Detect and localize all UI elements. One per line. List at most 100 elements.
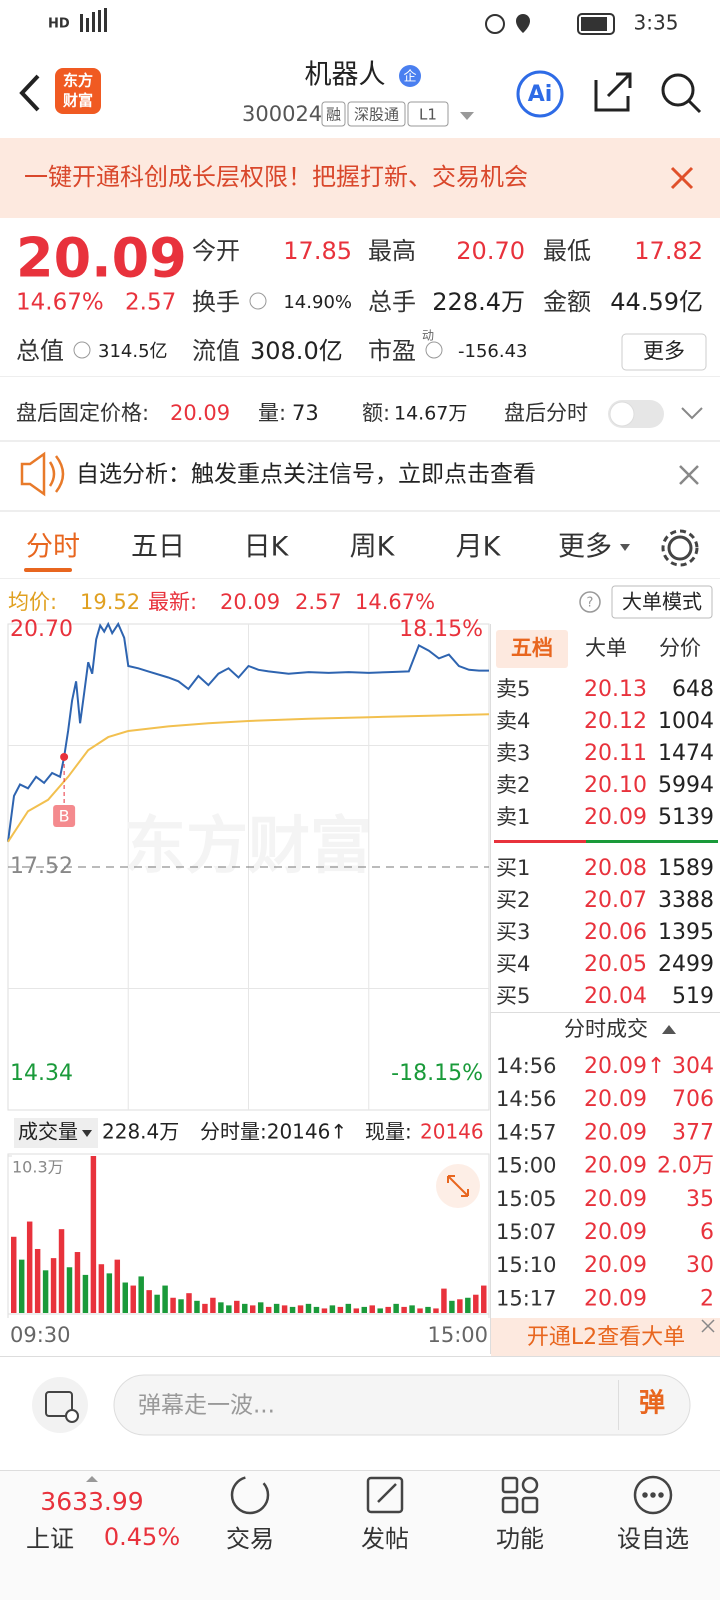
nav-item[interactable]: 发帖 xyxy=(361,1525,409,1553)
volume-bar xyxy=(329,1305,336,1313)
index-value[interactable]: 3633.99 xyxy=(40,1487,143,1516)
volume-bar xyxy=(162,1285,168,1313)
dropdown-arrow[interactable] xyxy=(460,112,474,120)
chart-tab[interactable]: 更多 xyxy=(558,532,612,563)
after-hours-toggle[interactable] xyxy=(608,400,664,428)
volume-bar xyxy=(50,1258,57,1313)
stock-tag: 融 xyxy=(326,106,341,124)
notice-close[interactable] xyxy=(679,465,699,485)
volume-bar xyxy=(377,1308,383,1313)
notice-text[interactable]: 自选分析：触发重点关注信号，立即点击查看 xyxy=(76,462,536,488)
divider xyxy=(0,440,720,442)
field-value: 20.70 xyxy=(456,237,525,265)
index-percent[interactable]: 0.45% xyxy=(104,1523,180,1551)
row-price: 20.07 xyxy=(584,888,647,913)
y-tick-label: 20.70 xyxy=(10,617,73,642)
row-label: 卖1 xyxy=(496,805,530,829)
danmu-placeholder: 弹幕走一波... xyxy=(138,1393,275,1419)
after-hours-toggle: 盘后分时 xyxy=(504,401,588,425)
divider xyxy=(490,1012,720,1013)
row-label: 买1 xyxy=(496,856,530,880)
info-change: 2.57 xyxy=(295,590,342,614)
tab-active-bg xyxy=(496,630,568,668)
trades-title: 分时成交 xyxy=(564,1017,648,1041)
l2-link[interactable]: 开通L2查看大单 xyxy=(527,1325,685,1350)
volume-bar xyxy=(202,1303,208,1313)
expand-button[interactable] xyxy=(436,1164,480,1208)
volume-bar xyxy=(297,1305,304,1313)
expand-chevron[interactable] xyxy=(681,407,703,420)
info-percent: 14.67% xyxy=(355,590,435,614)
settings-button[interactable] xyxy=(661,529,699,567)
field-label: 总值 xyxy=(16,337,64,365)
field-label: 流值 xyxy=(192,337,240,365)
danmu-icon[interactable] xyxy=(32,1377,88,1433)
y-tick-label: 14.34 xyxy=(10,1061,73,1086)
logo xyxy=(55,68,101,114)
volume-tick-label: 10.3万 xyxy=(12,1158,64,1177)
row-label: 14:57 xyxy=(496,1120,557,1144)
danmu-input[interactable] xyxy=(113,1374,691,1436)
more-label[interactable]: 更多 xyxy=(643,339,685,363)
index-arrow xyxy=(86,1476,98,1482)
volume-bar xyxy=(313,1306,320,1313)
volume-bar xyxy=(11,1236,17,1313)
volume-bar xyxy=(457,1299,463,1313)
more-button[interactable] xyxy=(621,333,707,371)
divider xyxy=(618,1380,619,1430)
book-tab[interactable]: 五档 xyxy=(511,636,553,660)
row-price: 20.06 xyxy=(584,920,647,945)
volume-bar xyxy=(194,1300,200,1313)
back-button[interactable] xyxy=(19,74,40,112)
banner-close[interactable] xyxy=(670,166,694,190)
x-tick-label: 15:00 xyxy=(427,1323,488,1347)
chart-tab[interactable]: 周K xyxy=(350,532,396,563)
search-button[interactable] xyxy=(661,73,702,114)
row-price: 20.09 xyxy=(584,1253,647,1278)
mode-button[interactable] xyxy=(611,585,713,619)
stock-code: 300024 xyxy=(242,102,322,126)
share-button[interactable] xyxy=(594,72,632,112)
field-value: 308.0亿 xyxy=(250,337,343,365)
nav-item[interactable]: 交易 xyxy=(226,1525,274,1553)
chart-tab[interactable]: 日K xyxy=(244,532,290,563)
volume-bar xyxy=(425,1306,431,1313)
help-icon[interactable]: ? xyxy=(579,591,601,613)
volume-arrow[interactable] xyxy=(82,1130,92,1137)
row-label: 14:56 xyxy=(496,1087,557,1111)
chart-tab[interactable]: 月K xyxy=(456,532,502,563)
chart-tab[interactable]: 五日 xyxy=(131,532,185,563)
danmu-button[interactable]: 弹 xyxy=(639,1389,665,1419)
volume-bar xyxy=(74,1252,81,1313)
nav-item[interactable]: 功能 xyxy=(496,1525,544,1553)
nav-item[interactable]: 设自选 xyxy=(617,1525,689,1553)
ai-button[interactable]: Ai xyxy=(516,70,564,118)
volume-title[interactable]: 成交量 xyxy=(18,1120,78,1144)
book-tab[interactable]: 分价 xyxy=(659,636,701,660)
mode-label[interactable]: 大单模式 xyxy=(622,590,702,614)
sort-arrow[interactable] xyxy=(662,1025,676,1034)
volume-bar xyxy=(281,1305,288,1313)
row-label: 卖3 xyxy=(496,741,530,765)
l2-bg xyxy=(491,1318,720,1356)
row-label: 15:17 xyxy=(496,1286,557,1310)
field-value: 17.85 xyxy=(283,237,352,265)
row-price: 20.12 xyxy=(584,709,647,734)
volume-tab[interactable] xyxy=(14,1118,98,1148)
volume-bar xyxy=(257,1302,264,1313)
more-arrow[interactable] xyxy=(620,544,630,551)
l2-close[interactable] xyxy=(701,1319,715,1333)
volume-bar xyxy=(170,1297,176,1313)
row-volume: 304 xyxy=(672,1054,714,1079)
row-volume: 648 xyxy=(672,677,714,702)
volume-bar xyxy=(273,1303,280,1313)
chart-tab[interactable]: 分时 xyxy=(26,532,80,563)
after-hours-amount: 14.67万 xyxy=(394,403,467,425)
volume-bar xyxy=(186,1293,192,1313)
book-tab[interactable]: 大单 xyxy=(585,636,627,660)
row-label: 15:10 xyxy=(496,1253,557,1277)
volume-bar xyxy=(82,1274,89,1313)
banner-text[interactable]: 一键开通科创成长层权限！把握打新、交易机会 xyxy=(24,163,528,191)
speaker-icon xyxy=(20,451,65,497)
index-name[interactable]: 上证 xyxy=(26,1525,74,1553)
